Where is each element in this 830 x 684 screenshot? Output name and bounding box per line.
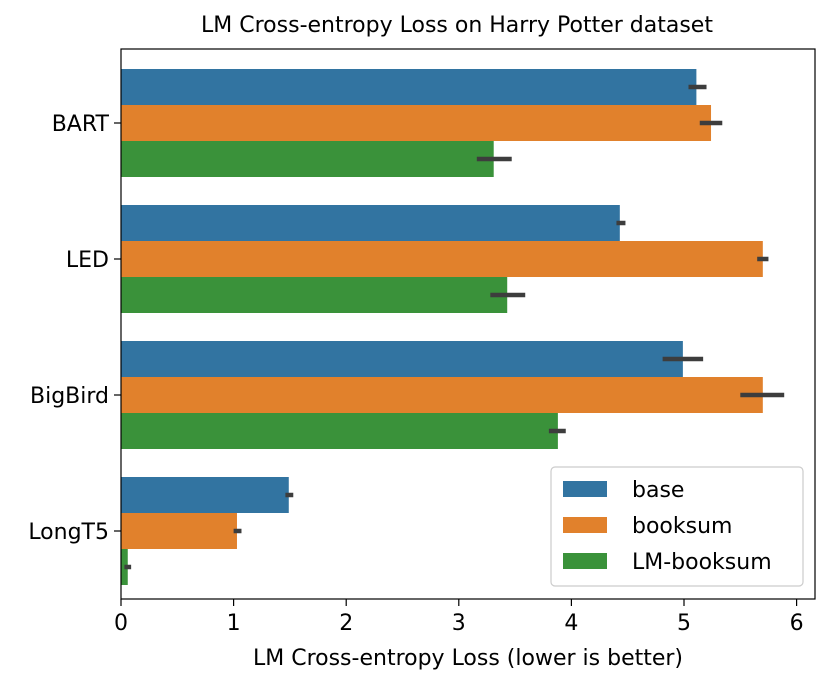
legend-label-base: base xyxy=(632,478,684,503)
bar-booksum-longt5 xyxy=(121,513,237,549)
x-tick-label: 1 xyxy=(227,611,241,636)
bar-base-led xyxy=(121,205,620,241)
legend-box xyxy=(550,466,804,587)
legend-label-lm-booksum: LM-booksum xyxy=(632,550,772,575)
bars-layer xyxy=(121,69,763,585)
x-tick-label: 5 xyxy=(677,611,691,636)
y-tick-label: BART xyxy=(52,112,110,137)
bar-base-bart xyxy=(121,69,697,105)
legend-label-booksum: booksum xyxy=(632,514,732,539)
x-tick-label: 4 xyxy=(564,611,578,636)
legend-swatch-booksum xyxy=(563,517,607,533)
x-axis-label: LM Cross-entropy Loss (lower is better) xyxy=(253,646,683,671)
y-tick-label: LED xyxy=(66,248,109,273)
error-bars-layer xyxy=(124,84,785,570)
bar-base-longt5 xyxy=(121,477,289,513)
plot-frame xyxy=(120,48,816,600)
chart-title: LM Cross-entropy Loss on Harry Potter da… xyxy=(201,13,713,38)
x-axis: 0 1 2 3 4 5 6 xyxy=(114,599,804,636)
y-tick-label: LongT5 xyxy=(28,520,109,545)
y-tick-label: BigBird xyxy=(30,384,109,409)
bar-lm-booksum-led xyxy=(121,277,508,313)
x-tick-label: 2 xyxy=(339,611,353,636)
bar-lm-booksum-bigbird xyxy=(121,413,558,449)
bar-booksum-bart xyxy=(121,105,712,141)
x-tick-label: 6 xyxy=(790,611,804,636)
x-tick-label: 0 xyxy=(114,611,128,636)
legend-swatch-base xyxy=(563,481,607,497)
bar-booksum-led xyxy=(121,241,763,277)
bar-booksum-bigbird xyxy=(121,377,763,413)
legend-swatch-lm-booksum xyxy=(563,553,607,569)
bar-lm-booksum-bart xyxy=(121,141,494,177)
bar-base-bigbird xyxy=(121,341,683,377)
legend: base booksum LM-booksum xyxy=(550,466,804,587)
x-tick-label: 3 xyxy=(452,611,466,636)
y-axis: BART LED BigBird LongT5 xyxy=(28,112,121,545)
